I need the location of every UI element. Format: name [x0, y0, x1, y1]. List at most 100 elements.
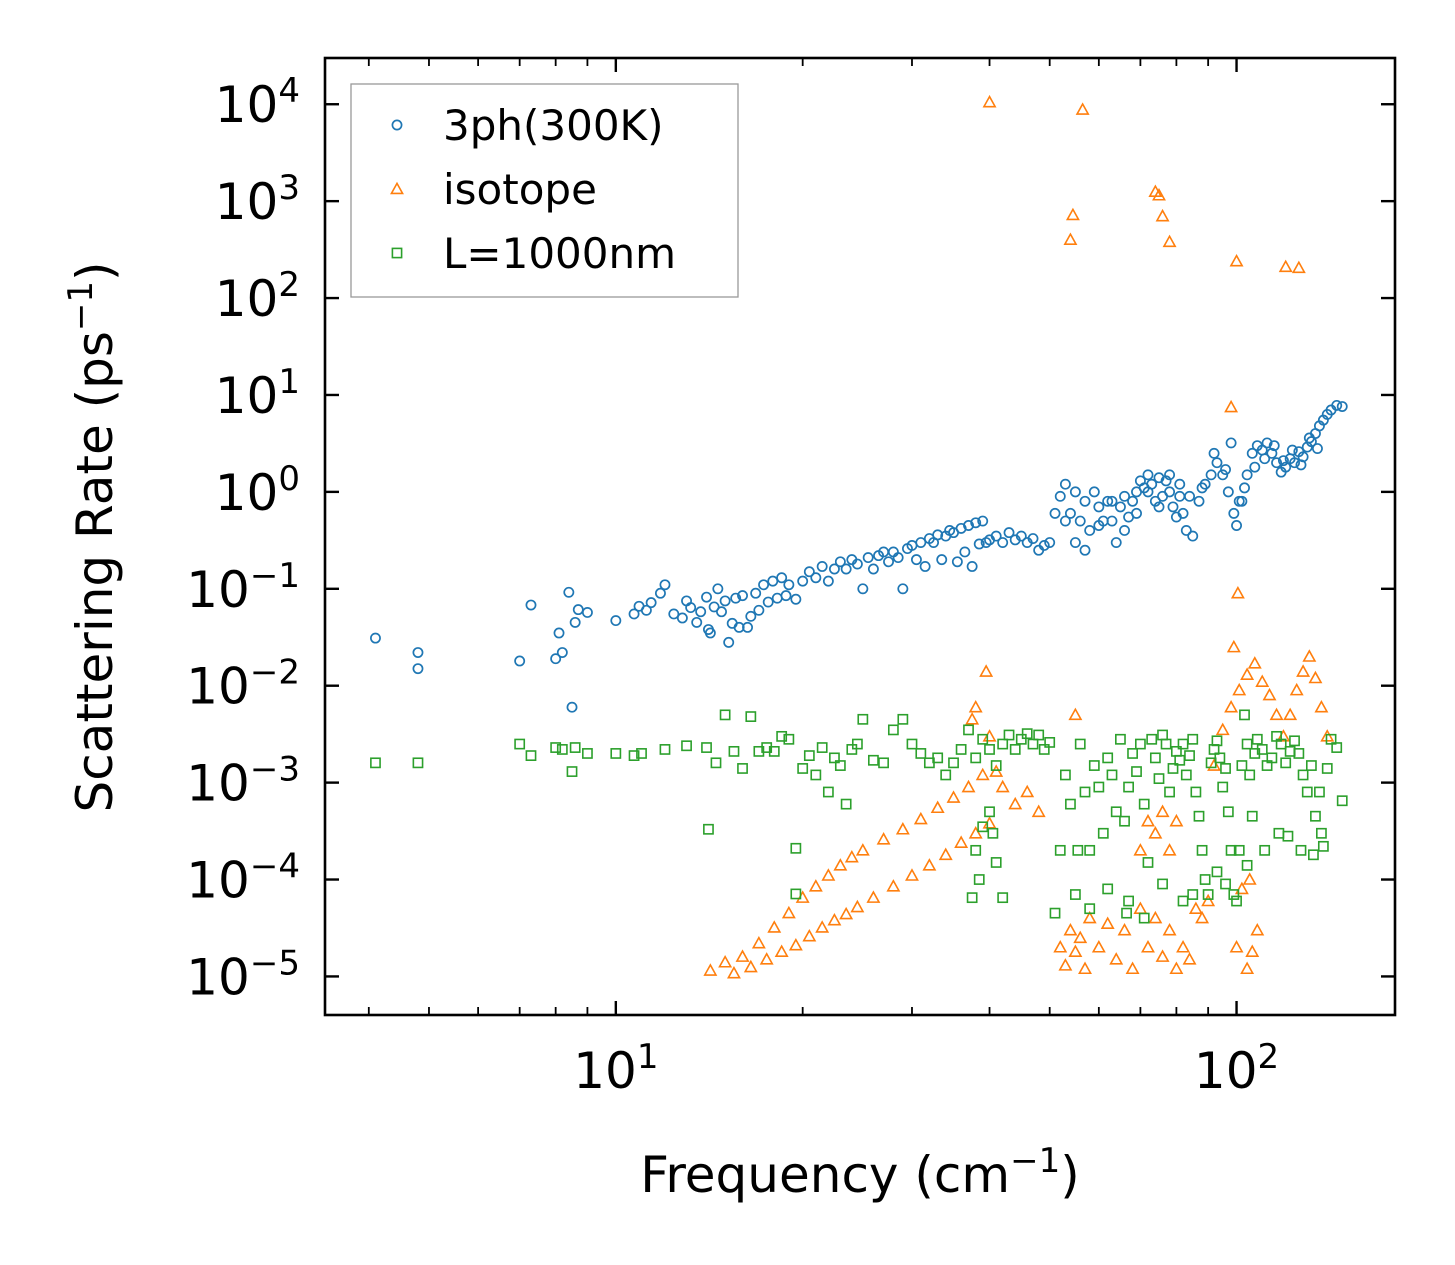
data-point	[815, 920, 830, 933]
data-point	[1217, 781, 1229, 793]
data-point	[610, 748, 622, 759]
data-point	[1020, 784, 1035, 798]
data-point	[954, 835, 969, 848]
data-point	[1125, 961, 1140, 975]
series-triangle	[703, 94, 1335, 979]
data-point	[1301, 786, 1313, 798]
data-point	[803, 566, 815, 578]
data-point	[1063, 922, 1078, 936]
data-point	[1074, 738, 1086, 750]
data-point	[1169, 961, 1184, 975]
data-point	[1031, 804, 1046, 818]
data-point	[951, 556, 963, 568]
data-point	[982, 729, 997, 742]
data-point	[868, 754, 879, 766]
data-point	[840, 798, 852, 810]
data-point	[550, 742, 562, 753]
y-tick-label: 103	[215, 168, 300, 231]
data-point	[1297, 769, 1309, 781]
data-point	[1217, 469, 1229, 481]
data-point	[1088, 760, 1100, 771]
data-point	[940, 769, 952, 781]
data-point	[412, 663, 424, 675]
data-point	[553, 627, 565, 639]
data-point	[1115, 733, 1126, 745]
data-point	[1167, 501, 1179, 513]
data-point	[730, 592, 742, 604]
data-point	[997, 738, 1009, 750]
data-point	[1169, 813, 1184, 827]
data-point	[1242, 872, 1257, 885]
data-point	[1133, 843, 1148, 856]
data-point	[1167, 763, 1179, 774]
data-point	[1259, 453, 1271, 465]
data-point	[970, 844, 982, 856]
data-point	[887, 724, 899, 736]
data-point	[1073, 930, 1088, 944]
data-point	[610, 615, 622, 627]
data-point	[1074, 515, 1086, 527]
data-point	[1308, 670, 1323, 684]
data-point	[1091, 940, 1106, 953]
data-point	[1241, 738, 1253, 750]
data-point	[719, 595, 731, 607]
data-point	[1069, 537, 1081, 549]
data-point	[1195, 910, 1210, 924]
data-point	[1261, 437, 1273, 449]
data-point	[883, 556, 894, 568]
data-point	[1233, 495, 1245, 507]
data-point	[1078, 961, 1092, 975]
legend-marker	[391, 247, 403, 259]
data-point	[1220, 763, 1231, 774]
data-point	[977, 821, 989, 833]
data-point	[1093, 501, 1105, 513]
data-point	[759, 952, 774, 965]
data-point	[1231, 520, 1242, 531]
data-point	[1266, 752, 1278, 764]
data-point	[1027, 738, 1039, 750]
data-point	[1119, 524, 1130, 536]
data-point	[1286, 444, 1298, 456]
data-point	[1138, 912, 1150, 924]
data-point	[572, 604, 584, 616]
series-circle	[370, 399, 1348, 713]
data-point	[1234, 881, 1249, 895]
data-point	[816, 561, 828, 572]
data-point	[1282, 830, 1294, 842]
data-point	[758, 579, 770, 591]
data-point	[1079, 786, 1091, 798]
data-point	[1271, 457, 1283, 469]
data-point	[569, 616, 581, 628]
data-point	[1033, 729, 1045, 741]
data-point	[628, 608, 640, 620]
data-point	[1141, 940, 1155, 953]
data-point	[745, 610, 757, 622]
data-point	[790, 888, 802, 900]
data-point	[966, 561, 978, 572]
data-point	[681, 740, 692, 752]
data-point	[1162, 234, 1177, 248]
data-point	[834, 760, 846, 771]
data-point	[938, 847, 953, 861]
data-point	[659, 744, 671, 755]
data-point	[1109, 952, 1124, 965]
data-point	[783, 579, 795, 591]
data-point	[1097, 827, 1109, 839]
data-point	[1303, 432, 1315, 444]
data-point	[1240, 961, 1255, 975]
data-point	[1106, 515, 1118, 527]
data-point	[676, 612, 688, 624]
data-point	[1293, 748, 1305, 759]
data-point	[582, 748, 593, 759]
data-point	[701, 591, 712, 603]
data-point	[1205, 469, 1217, 481]
data-point	[840, 563, 852, 575]
data-point	[1075, 102, 1090, 115]
data-point	[1211, 735, 1223, 747]
data-point	[1331, 399, 1343, 411]
data-point	[1155, 208, 1170, 222]
data-point	[802, 928, 817, 942]
data-point	[1127, 748, 1138, 759]
data-point	[895, 822, 910, 835]
